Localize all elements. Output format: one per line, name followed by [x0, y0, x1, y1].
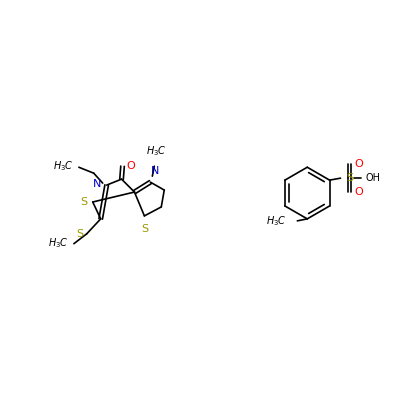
Text: N: N — [93, 179, 102, 189]
Text: $H_3C$: $H_3C$ — [146, 144, 167, 158]
Text: S: S — [346, 173, 353, 183]
Text: $H_3C$: $H_3C$ — [53, 159, 74, 173]
Text: S: S — [77, 229, 84, 239]
Text: N: N — [151, 166, 160, 176]
Text: $H_3C$: $H_3C$ — [48, 236, 69, 250]
Text: S: S — [141, 224, 148, 234]
Text: O: O — [354, 187, 363, 197]
Text: O: O — [354, 159, 363, 169]
Text: S: S — [81, 197, 88, 207]
Text: $H_3C$: $H_3C$ — [266, 214, 286, 228]
Text: OH: OH — [365, 173, 380, 183]
Text: O: O — [126, 161, 135, 171]
